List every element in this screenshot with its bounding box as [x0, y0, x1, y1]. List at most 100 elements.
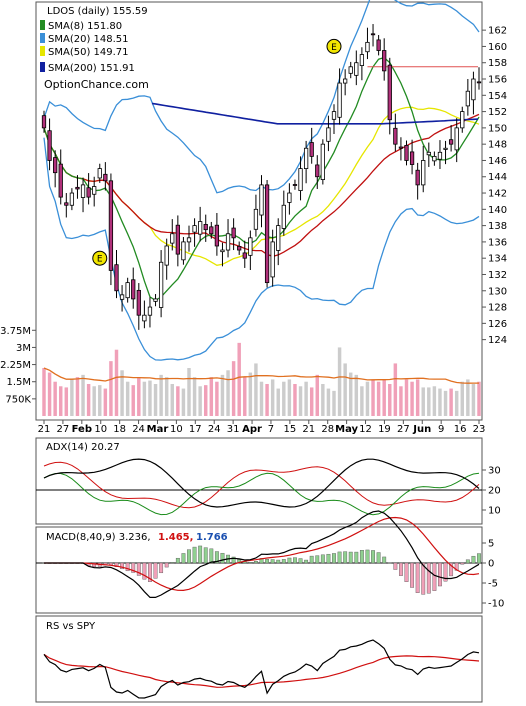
macd-histogram-bar: [332, 553, 336, 564]
candle-body: [426, 151, 431, 156]
price-tick-label: 162: [488, 26, 507, 37]
volume-bar: [204, 385, 208, 416]
x-tick-label: Apr: [242, 424, 262, 435]
macd-histogram-bar: [114, 562, 119, 567]
x-tick-label: 10: [94, 424, 107, 435]
macd-title: MACD(8,40,9) 3.236,: [46, 532, 151, 543]
candle-body: [75, 186, 80, 190]
macd-histogram-bar: [198, 545, 203, 564]
macd-histogram-bar: [354, 551, 359, 564]
macd-line: [44, 510, 480, 598]
volume-bar: [220, 374, 225, 416]
chart-title: LDOS (daily) 155.59: [47, 6, 148, 17]
x-tick-label: Mar: [147, 424, 169, 435]
macd-histogram-bar: [421, 562, 426, 595]
volume-bar: [98, 385, 102, 416]
macd-histogram-bar: [315, 555, 320, 564]
volume-bar: [109, 361, 113, 416]
candle-body: [80, 184, 86, 198]
volume-bar: [393, 363, 398, 416]
macd-signal-value: 1.465,: [158, 532, 193, 543]
price-tick-label: 144: [488, 172, 507, 183]
macd-histogram-bar: [438, 562, 442, 587]
macd-histogram-bar: [203, 547, 208, 564]
sma8-line: [43, 56, 480, 302]
volume-y-axis: 3.75M 3M 2.25M 1.5M 750K: [0, 326, 36, 405]
volume-bar: [287, 379, 292, 416]
x-tick-label: 24: [208, 424, 221, 435]
rs-line: [43, 639, 480, 699]
x-tick-label: 31: [227, 424, 240, 435]
x-tick-label: Feb: [72, 424, 92, 435]
candle-body: [415, 169, 420, 186]
volume-bar: [337, 347, 342, 416]
candle-body: [69, 192, 75, 206]
x-tick-label: 12: [359, 424, 372, 435]
macd-histogram-bar: [343, 551, 348, 564]
candle-body: [103, 173, 108, 182]
adx-tick-label: 10: [488, 506, 501, 517]
macd-histogram-bar: [471, 555, 476, 564]
candle-body: [437, 151, 443, 160]
volume-bar: [304, 381, 308, 416]
adx-lines: 10 20 30: [36, 458, 501, 517]
macd-histogram-bar: [92, 562, 97, 567]
volume-bar: [59, 386, 63, 416]
candle-body: [376, 39, 381, 51]
macd-histogram-bar: [159, 562, 164, 574]
volume-bar: [466, 379, 470, 416]
candle-body: [259, 184, 264, 216]
x-tick-label: 23: [473, 424, 486, 435]
earnings-events: EE: [92, 38, 342, 266]
macd-histogram-bar: [309, 555, 314, 564]
candle-body: [203, 223, 208, 231]
x-tick-label: 16: [454, 424, 467, 435]
volume-bar: [298, 386, 303, 416]
candle-body: [153, 298, 158, 302]
candle-body: [253, 208, 259, 230]
volume-bar: [103, 388, 108, 416]
volume-bar: [477, 381, 481, 416]
candle-body: [281, 204, 286, 229]
volume-bar: [438, 388, 442, 416]
macd-histogram-bar: [164, 562, 169, 568]
macd-histogram-bar: [220, 552, 225, 564]
candle-body: [476, 81, 482, 84]
x-tick-label: 18: [113, 424, 126, 435]
macd-histogram-bar: [293, 557, 297, 564]
macd-histogram-bar: [443, 562, 448, 582]
volume-bar: [449, 388, 453, 416]
candle-body: [359, 54, 365, 66]
price-tick-label: 126: [488, 319, 507, 330]
candle-body: [443, 147, 448, 150]
candle-body: [354, 62, 359, 76]
macd-histogram-value: 1.766: [196, 532, 228, 543]
x-tick-label: 27: [57, 424, 70, 435]
volume-bar: [360, 386, 364, 416]
candle-body: [393, 127, 398, 145]
candle-body: [125, 282, 130, 299]
macd-histogram-bar: [320, 554, 325, 564]
x-tick-label: 15: [284, 424, 297, 435]
candlesticks: [41, 24, 482, 330]
macd-histogram-bar: [253, 561, 258, 564]
legend-sma20: SMA(20) 148.51: [48, 34, 129, 45]
candle-body: [382, 50, 387, 72]
candle-body: [404, 144, 409, 161]
macd-histogram-bar: [410, 562, 415, 588]
volume-bar: [248, 372, 253, 416]
candle-body: [398, 146, 404, 149]
candle-body: [231, 227, 236, 239]
x-tick-label: 21: [38, 424, 51, 435]
volume-bar: [209, 377, 214, 416]
rs-panel: [35, 615, 483, 703]
legend-sma200: SMA(200) 151.91: [48, 63, 135, 74]
x-tick-label: 19: [378, 424, 391, 435]
macd-histogram-bar: [415, 562, 420, 593]
candle-body: [175, 224, 180, 255]
volume-bar: [42, 368, 46, 416]
x-tick-label: 7: [268, 424, 274, 435]
price-tick-label: 140: [488, 205, 507, 216]
macd-signal-line: [44, 516, 480, 592]
volume-bar: [70, 379, 74, 416]
